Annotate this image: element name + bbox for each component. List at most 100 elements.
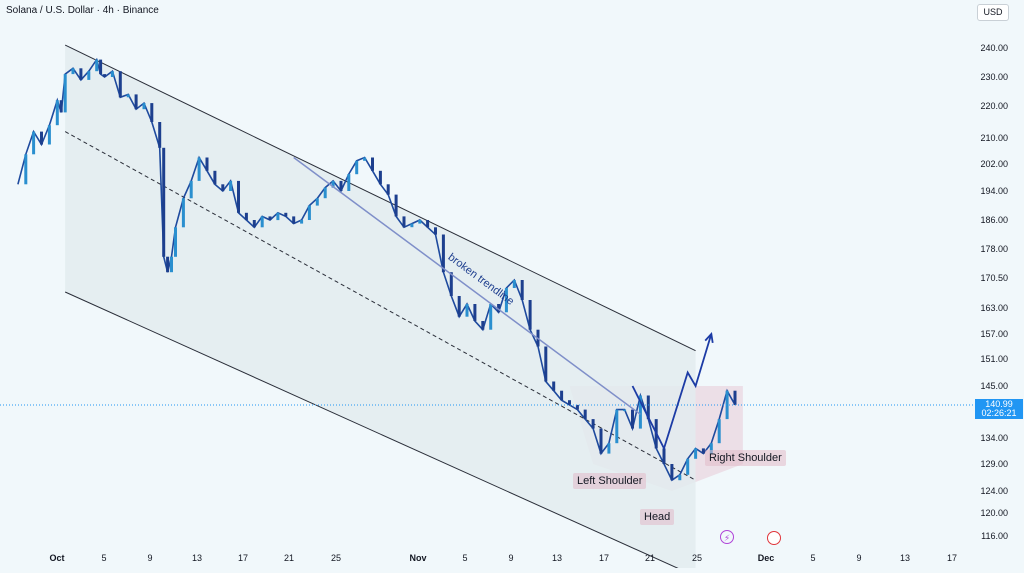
candle — [481, 321, 485, 330]
candle — [244, 212, 248, 221]
candle — [162, 147, 166, 257]
candle — [694, 448, 698, 459]
y-tick-label: 240.00 — [980, 43, 1008, 53]
candle — [118, 71, 122, 98]
candle — [87, 71, 91, 80]
x-tick-label: 21 — [645, 553, 655, 563]
y-tick-label: 178.00 — [980, 244, 1008, 254]
candle — [489, 304, 493, 330]
candle — [300, 220, 304, 224]
y-tick-label: 170.50 — [980, 273, 1008, 283]
candle — [292, 216, 296, 224]
candle — [623, 409, 627, 412]
x-tick-label: 5 — [462, 553, 467, 563]
candle — [497, 304, 501, 313]
x-tick-label: 21 — [284, 553, 294, 563]
candle — [473, 304, 477, 321]
candle — [599, 428, 603, 454]
candle — [733, 390, 737, 405]
y-tick-label: 186.00 — [980, 215, 1008, 225]
candle — [284, 212, 288, 217]
y-tick-label: 163.00 — [980, 303, 1008, 313]
x-tick-label: 25 — [331, 553, 341, 563]
candle — [103, 74, 107, 77]
left-shoulder-label: Left Shoulder — [573, 473, 647, 489]
candle — [607, 443, 611, 454]
candle — [166, 256, 170, 273]
candle — [386, 184, 390, 195]
x-tick-label: 13 — [192, 553, 202, 563]
candle — [363, 157, 367, 161]
candle — [504, 288, 508, 313]
y-tick-label: 129.00 — [980, 459, 1008, 469]
candle — [134, 94, 138, 110]
candle — [394, 194, 398, 217]
y-tick-label: 202.00 — [980, 159, 1008, 169]
candle — [252, 220, 256, 228]
candle — [686, 458, 690, 475]
candle — [615, 409, 619, 444]
candle — [418, 220, 422, 224]
candle — [63, 74, 67, 113]
candle — [457, 296, 461, 317]
channel-lower-line — [64, 291, 690, 573]
candle — [158, 122, 162, 148]
candle — [646, 395, 650, 420]
candle — [95, 59, 99, 72]
candle — [575, 404, 579, 410]
x-tick-label: 13 — [552, 553, 562, 563]
candle — [323, 187, 327, 199]
candle — [110, 71, 114, 77]
candle — [717, 419, 721, 444]
candle — [441, 234, 445, 273]
x-tick-label: 9 — [147, 553, 152, 563]
us-flag-event-icon[interactable] — [767, 531, 781, 545]
candle — [568, 400, 571, 405]
candle — [55, 100, 59, 126]
candle — [725, 390, 729, 420]
right-shoulder-label: Right Shoulder — [705, 450, 786, 466]
current-price-badge: 140.99 02:26:21 — [975, 399, 1023, 419]
candle — [229, 180, 233, 191]
candle — [631, 409, 634, 429]
candle — [371, 157, 374, 171]
currency-button[interactable]: USD — [977, 4, 1009, 21]
candle — [347, 174, 351, 191]
candle — [24, 154, 28, 185]
x-tick-label: 9 — [856, 553, 861, 563]
y-tick-label: 230.00 — [980, 72, 1008, 82]
candle — [276, 212, 280, 221]
candle — [47, 125, 51, 145]
y-tick-label: 157.00 — [980, 329, 1008, 339]
x-tick-label: 25 — [692, 553, 702, 563]
current-price-value: 140.99 — [985, 399, 1013, 409]
candle — [189, 180, 193, 199]
projection-arrowhead — [704, 332, 714, 344]
candle — [174, 227, 177, 257]
candle — [339, 180, 343, 191]
candle — [512, 280, 516, 288]
candle — [552, 381, 556, 391]
candle — [638, 395, 642, 429]
x-tick-label: 5 — [101, 553, 106, 563]
candle — [268, 216, 272, 220]
lightning-event-icon[interactable]: ⚡ — [720, 530, 734, 544]
candle — [355, 160, 359, 175]
candle — [591, 419, 595, 429]
x-tick-label: 17 — [238, 553, 248, 563]
candle — [197, 157, 201, 181]
projection-path — [631, 333, 713, 451]
candle — [260, 216, 264, 228]
y-tick-label: 151.00 — [980, 354, 1008, 364]
candle — [142, 103, 146, 110]
channel-mid-line — [64, 131, 696, 481]
candle — [701, 448, 705, 454]
candle — [670, 464, 674, 481]
y-tick-label: 194.00 — [980, 186, 1008, 196]
y-tick-label: 220.00 — [980, 101, 1008, 111]
candle — [426, 220, 430, 228]
candle — [40, 131, 43, 145]
candle — [59, 100, 63, 113]
